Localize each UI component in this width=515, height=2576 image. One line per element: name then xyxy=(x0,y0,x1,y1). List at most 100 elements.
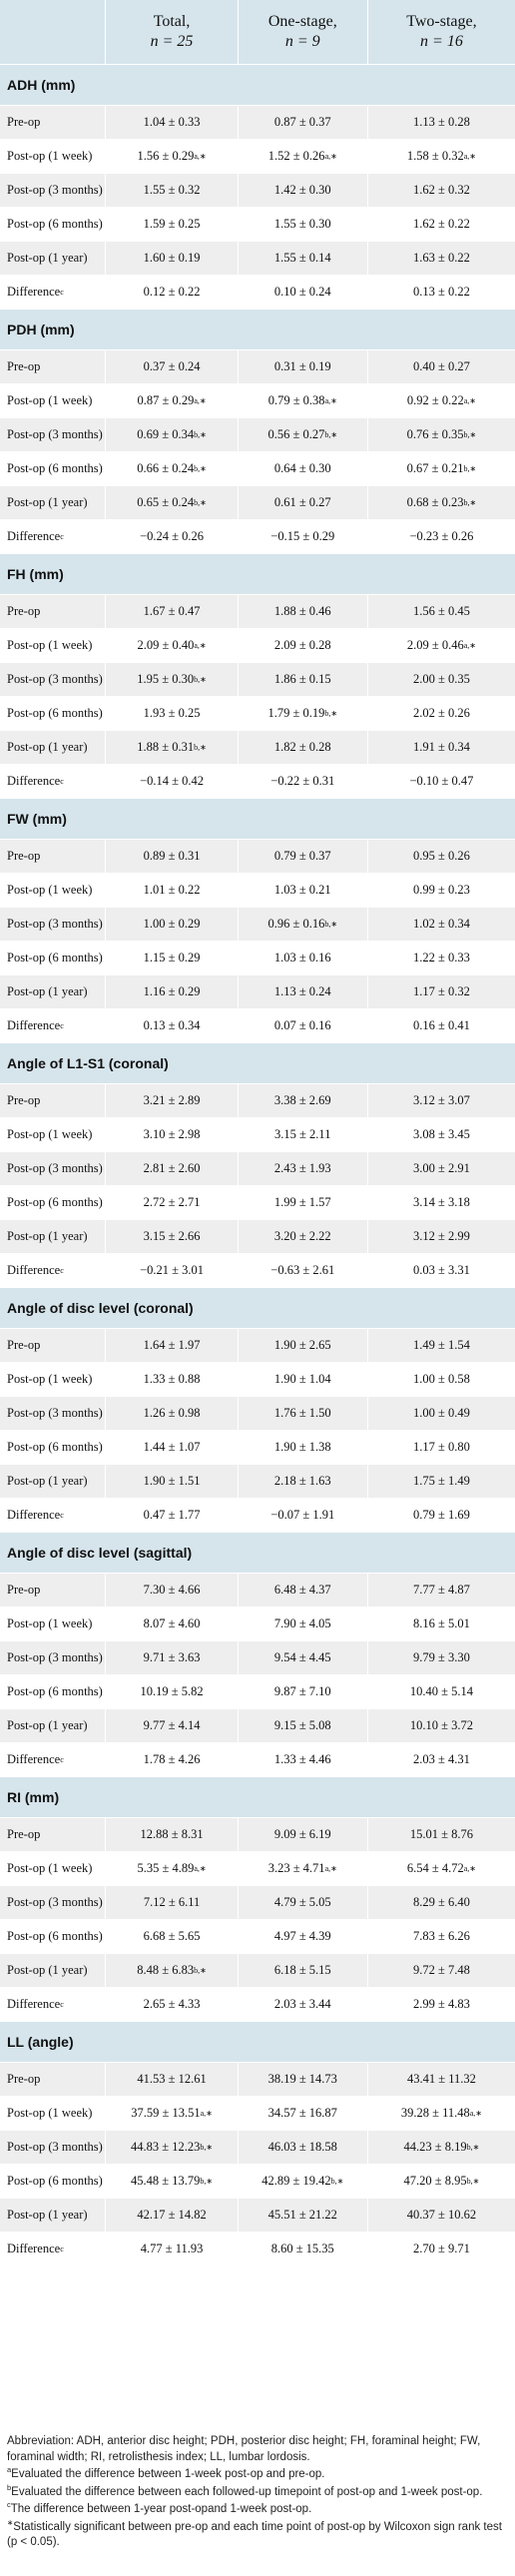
value-text: 2.72 ± 2.71 xyxy=(143,1195,201,1209)
table-row: Post-op (6 months) 1.93 ± 0.25 1.79 ± 0.19… xyxy=(0,697,515,731)
row-label: Post-op (1 year) xyxy=(7,1474,88,1488)
value-cell-total: 1.93 ± 0.25 xyxy=(105,697,237,730)
value-text: 44.23 ± 8.19 xyxy=(403,2140,467,2154)
value-cell-total: 2.72 ± 2.71 xyxy=(105,1186,237,1219)
row-label: Post-op (1 week) xyxy=(7,1372,93,1386)
value-text: 0.56 ± 0.27 xyxy=(267,427,325,441)
row-label: Post-op (1 week) xyxy=(7,149,93,163)
footnote-mark: c xyxy=(7,2500,11,2510)
value-cell-two-stage: 1.63 ± 0.22 xyxy=(366,242,515,275)
value-text: 0.13 ± 0.22 xyxy=(413,285,470,299)
value-text: 1.78 ± 4.26 xyxy=(143,1752,201,1766)
row-label: Difference xyxy=(7,2242,61,2255)
value-text: 4.97 ± 4.39 xyxy=(273,1929,331,1943)
value-cell-two-stage: −0.23 ± 0.26 xyxy=(366,520,515,553)
row-label-cell: Post-op (6 months) xyxy=(0,942,105,974)
value-cell-one-stage: 8.60 ± 15.35 xyxy=(237,2233,367,2265)
row-label-cell: Post-op (6 months) xyxy=(0,208,105,241)
value-text: 8.60 ± 15.35 xyxy=(270,2242,334,2255)
value-text: 1.17 ± 0.80 xyxy=(413,1440,470,1454)
row-label: Post-op (3 months) xyxy=(7,1406,103,1420)
value-cell-two-stage: 1.00 ± 0.49 xyxy=(366,1397,515,1430)
value-cell-two-stage: 1.00 ± 0.58 xyxy=(366,1363,515,1396)
row-label: Post-op (6 months) xyxy=(7,1684,103,1698)
section-header-row: PDH (mm) xyxy=(0,310,515,350)
value-cell-one-stage: 2.43 ± 1.93 xyxy=(237,1152,367,1185)
row-label-cell: Post-op (3 months) xyxy=(0,1397,105,1430)
value-cell-two-stage: 1.02 ± 0.34 xyxy=(366,908,515,941)
value-cell-total: 45.48 ± 13.79 b,∗ xyxy=(105,2165,237,2198)
value-cell-one-stage: 3.20 ± 2.22 xyxy=(237,1220,367,1253)
row-label-cell: Pre-op xyxy=(0,350,105,383)
footnote-text: The difference between 1-year post-opand… xyxy=(10,2503,312,2515)
value-cell-one-stage: 45.51 ± 21.22 xyxy=(237,2199,367,2232)
row-label-cell: Post-op (3 months) xyxy=(0,1152,105,1185)
row-label: Post-op (3 months) xyxy=(7,427,103,441)
value-cell-one-stage: 1.33 ± 4.46 xyxy=(237,1743,367,1776)
section-header-row: Angle of L1-S1 (coronal) xyxy=(0,1043,515,1084)
footnote-text: Evaluated the difference between 1-week … xyxy=(11,2468,325,2480)
table-row: Difference c 2.65 ± 4.33 2.03 ± 3.44 2.99 ± … xyxy=(0,1988,515,2022)
value-cell-two-stage: 0.68 ± 0.23 b,∗ xyxy=(366,486,515,519)
row-label-cell: Post-op (6 months) xyxy=(0,1675,105,1708)
table-row: Difference c 1.78 ± 4.26 1.33 ± 4.46 2.03 ± … xyxy=(0,1743,515,1777)
value-cell-two-stage: −0.10 ± 0.47 xyxy=(366,765,515,798)
value-text: 38.19 ± 14.73 xyxy=(267,2072,337,2086)
value-text: 1.55 ± 0.30 xyxy=(273,217,331,231)
table-row: Difference c −0.24 ± 0.26 −0.15 ± 0.29 −0.23… xyxy=(0,520,515,554)
value-text: 0.61 ± 0.27 xyxy=(273,495,331,509)
row-label: Post-op (1 week) xyxy=(7,2106,93,2120)
row-label-cell: Post-op (3 months) xyxy=(0,1886,105,1919)
row-label: Difference xyxy=(7,1018,61,1032)
value-cell-total: 0.69 ± 0.34 b,∗ xyxy=(105,418,237,451)
value-cell-total: 0.13 ± 0.34 xyxy=(105,1009,237,1042)
table-row: Pre-op 7.30 ± 4.66 6.48 ± 4.37 7.77 ± 4.87 xyxy=(0,1574,515,1608)
table-row: Post-op (1 year) 9.77 ± 4.14 9.15 ± 5.08 10… xyxy=(0,1709,515,1743)
value-cell-one-stage: 46.03 ± 18.58 xyxy=(237,2131,367,2164)
value-text: 1.93 ± 0.25 xyxy=(143,706,201,720)
value-text: 0.68 ± 0.23 xyxy=(406,495,464,509)
value-text: 3.12 ± 2.99 xyxy=(413,1229,470,1243)
row-label: Difference xyxy=(7,1263,61,1277)
row-label: Post-op (6 months) xyxy=(7,706,103,720)
value-text: 1.13 ± 0.24 xyxy=(273,984,331,998)
table-row: Post-op (1 year) 42.17 ± 14.82 45.51 ± 21.… xyxy=(0,2199,515,2233)
row-label: Post-op (1 year) xyxy=(7,251,88,265)
value-cell-total: 5.35 ± 4.89 a,∗ xyxy=(105,1852,237,1885)
value-cell-one-stage: 0.64 ± 0.30 xyxy=(237,452,367,485)
table-row: Post-op (3 months) 9.71 ± 3.63 9.54 ± 4.45… xyxy=(0,1641,515,1675)
section-title: Angle of disc level (sagittal) xyxy=(7,1545,193,1561)
value-text: 2.18 ± 1.63 xyxy=(273,1474,331,1488)
value-cell-one-stage: 0.31 ± 0.19 xyxy=(237,350,367,383)
value-text: −0.14 ± 0.42 xyxy=(140,774,204,788)
value-text: 0.13 ± 0.34 xyxy=(143,1018,201,1032)
value-cell-total: 1.01 ± 0.22 xyxy=(105,874,237,907)
value-text: 2.43 ± 1.93 xyxy=(273,1161,331,1175)
row-label-cell: Pre-op xyxy=(0,1574,105,1607)
header-cell-two-stage: Two-stage, n = 16 xyxy=(366,0,515,64)
value-text: 0.03 ± 3.31 xyxy=(413,1263,470,1277)
value-text: 8.29 ± 6.40 xyxy=(413,1895,470,1909)
value-cell-one-stage: 0.56 ± 0.27 b,∗ xyxy=(237,418,367,451)
value-text: 6.48 ± 4.37 xyxy=(273,1583,331,1597)
row-label: Post-op (1 year) xyxy=(7,495,88,509)
value-text: 1.55 ± 0.14 xyxy=(273,251,331,265)
row-label-cell: Pre-op xyxy=(0,840,105,873)
row-label: Post-op (1 week) xyxy=(7,393,93,407)
value-text: −0.63 ± 2.61 xyxy=(270,1263,335,1277)
value-cell-two-stage: 9.79 ± 3.30 xyxy=(366,1641,515,1674)
value-cell-one-stage: 4.79 ± 5.05 xyxy=(237,1886,367,1919)
value-text: 1.59 ± 0.25 xyxy=(143,217,201,231)
value-cell-one-stage: 1.90 ± 1.38 xyxy=(237,1431,367,1464)
value-text: 1.00 ± 0.49 xyxy=(413,1406,470,1420)
value-cell-two-stage: 2.00 ± 0.35 xyxy=(366,663,515,696)
value-text: 41.53 ± 12.61 xyxy=(137,2072,207,2086)
value-text: 6.68 ± 5.65 xyxy=(143,1929,201,1943)
table-row: Post-op (3 months) 1.95 ± 0.30 b,∗ 1.86 ± 0… xyxy=(0,663,515,697)
value-text: 10.10 ± 3.72 xyxy=(409,1718,473,1732)
value-text: −0.21 ± 3.01 xyxy=(140,1263,204,1277)
value-cell-one-stage: 34.57 ± 16.87 xyxy=(237,2097,367,2130)
footnote-item: ∗Statistically significant between pre-o… xyxy=(7,2518,512,2551)
footnote-list: aEvaluated the difference between 1-week… xyxy=(7,2466,512,2551)
value-cell-total: 0.47 ± 1.77 xyxy=(105,1499,237,1532)
